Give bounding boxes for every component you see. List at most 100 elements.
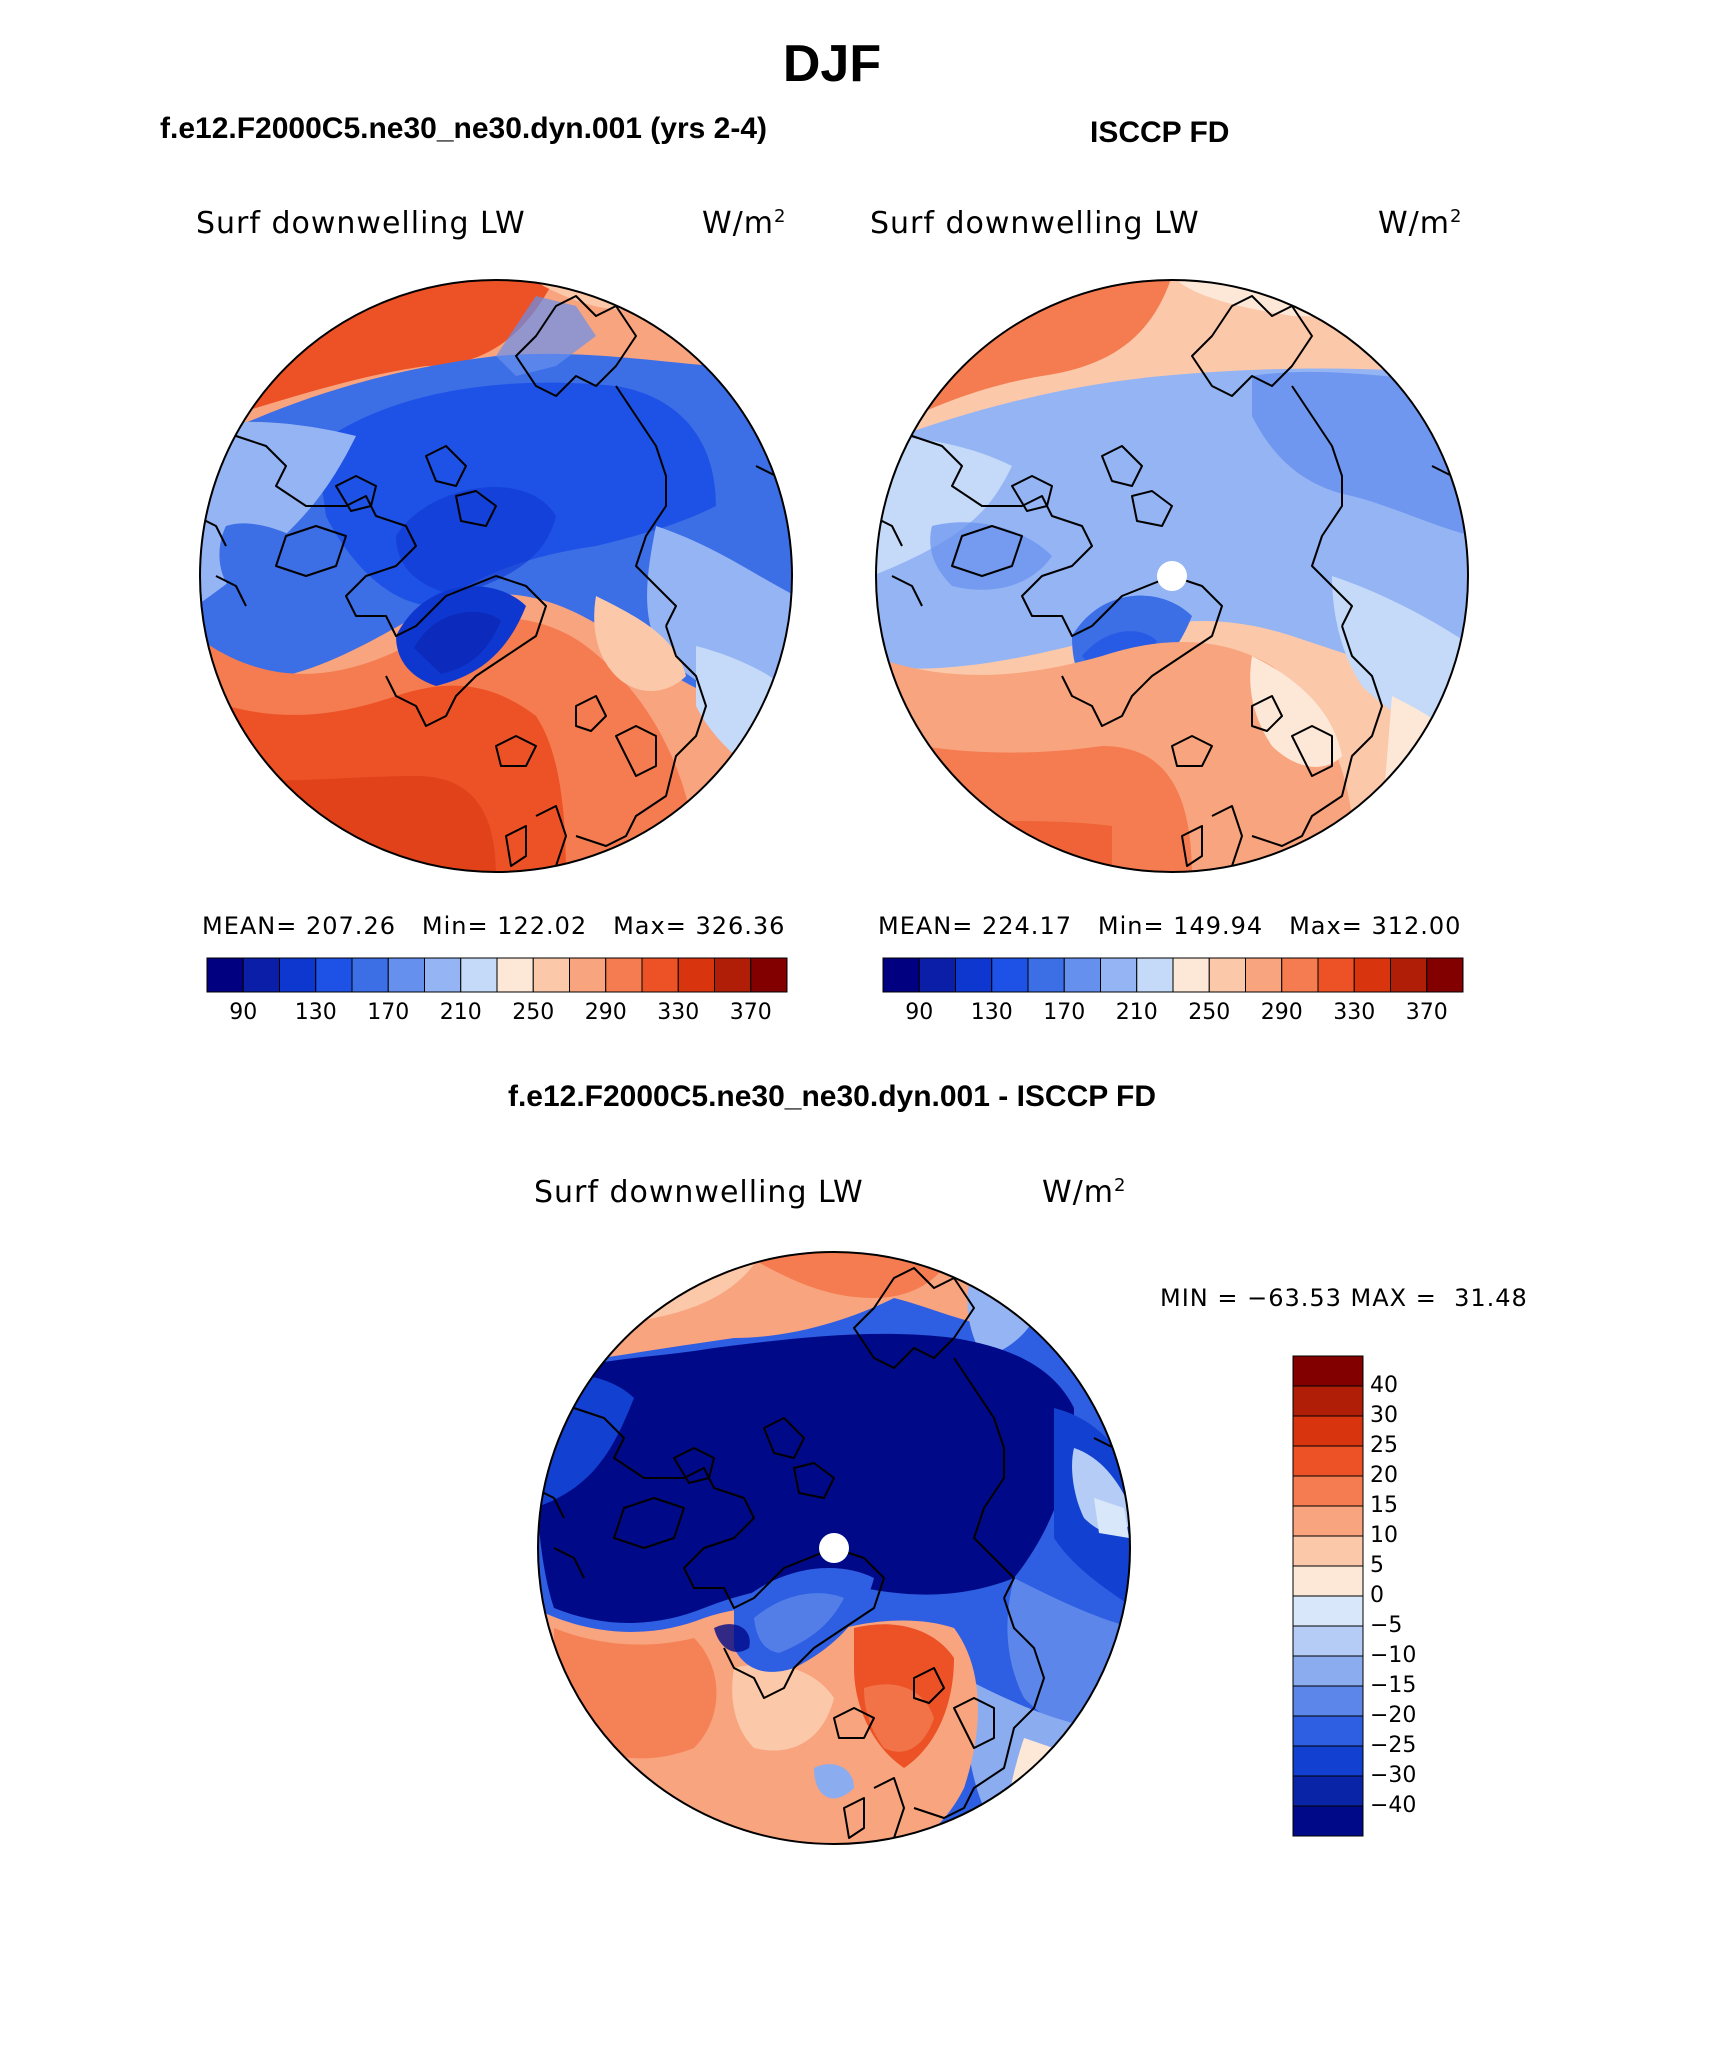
panel-model-colorbar-swatch: [315, 957, 353, 993]
panel-obs-colorbar-tick-label: 130: [970, 1000, 1013, 1025]
panel-model-colorbar-swatch: [677, 957, 715, 993]
panel-diff-colorbar-tick-label: 15: [1370, 1493, 1398, 1518]
panel-model-colorbar-swatch: [750, 957, 788, 993]
panel-diff-colorbar-tick-label: 0: [1370, 1583, 1384, 1608]
panel-obs-colorbar-tick-label: 290: [1260, 1000, 1303, 1025]
panel-obs-colorbar: [882, 957, 1464, 993]
panel-diff-units-label: W/m2: [1042, 1175, 1127, 1210]
panel-diff-colorbar-tick-label: −10: [1370, 1643, 1417, 1668]
panel-obs-colorbar-tick-label: 90: [905, 1000, 934, 1025]
panel-diff-colorbar-swatch: [1292, 1505, 1364, 1537]
panel-model-colorbar-tick-label: 250: [512, 1000, 555, 1025]
panel-diff-colorbar-tick-label: −40: [1370, 1793, 1417, 1818]
panel-diff-colorbar-tick-label: 25: [1370, 1433, 1398, 1458]
panel-model-colorbar-swatch: [242, 957, 280, 993]
panel-diff-colorbar-swatch: [1292, 1745, 1364, 1777]
panel-obs-colorbar-labels: 90 130 170 210 250 290 330 370: [883, 1000, 1463, 1030]
panel-diff-colorbar-swatch: [1292, 1445, 1364, 1477]
panel-diff-colorbar-swatch: [1292, 1355, 1364, 1387]
panel-diff-colorbar-tick-label: 40: [1370, 1373, 1398, 1398]
panel-obs-colorbar-tick-label: 330: [1333, 1000, 1376, 1025]
panel-model-colorbar-labels: 90 130 170 210 250 290 330 370: [207, 1000, 787, 1030]
panel-model-colorbar-swatch: [279, 957, 317, 993]
panel-diff-colorbar-swatch: [1292, 1565, 1364, 1597]
panel-obs-case-title: ISCCP FD: [1090, 116, 1230, 149]
panel-model-colorbar-swatch: [206, 957, 244, 993]
panel-obs-colorbar-swatch: [1172, 957, 1210, 993]
panel-model-colorbar-swatch: [532, 957, 570, 993]
panel-diff-polar-map: [537, 1251, 1131, 1845]
panel-obs-polar-map: [875, 279, 1469, 873]
panel-model-colorbar-tick-label: 210: [439, 1000, 482, 1025]
panel-diff-colorbar-tick-label: −5: [1370, 1613, 1403, 1638]
panel-obs-colorbar-swatch: [1063, 957, 1101, 993]
panel-diff-colorbar-tick-label: −20: [1370, 1703, 1417, 1728]
panel-obs-colorbar-swatch: [1136, 957, 1174, 993]
panel-obs-stats: MEAN= 224.17 Min= 149.94 Max= 312.00: [878, 912, 1462, 940]
panel-model-colorbar-swatch: [387, 957, 425, 993]
panel-model-colorbar-swatch: [714, 957, 752, 993]
panel-model-colorbar-swatch: [424, 957, 462, 993]
panel-diff-pole-mask: [819, 1533, 849, 1563]
panel-model-colorbar-tick-label: 330: [657, 1000, 700, 1025]
panel-diff-stats: MIN = −63.53 MAX = 31.48: [1160, 1284, 1528, 1312]
panel-model-colorbar-tick-label: 90: [229, 1000, 258, 1025]
panel-model-units-label: W/m2: [702, 206, 787, 241]
panel-model-stats: MEAN= 207.26 Min= 122.02 Max= 326.36: [202, 912, 786, 940]
panel-diff-colorbar-labels: 40 30 25 20 15 10 5 0 −5 −10 −15 −20 −25 −30 −40: [1370, 1356, 1460, 1836]
panel-diff-variable-label: Surf downwelling LW: [534, 1175, 864, 1210]
panel-model-colorbar-swatch: [496, 957, 534, 993]
panel-obs-colorbar-swatch: [1281, 957, 1319, 993]
panel-model-colorbar-tick-label: 290: [584, 1000, 627, 1025]
panel-diff-colorbar-swatch: [1292, 1775, 1364, 1807]
panel-diff-colorbar-swatch: [1292, 1715, 1364, 1747]
panel-diff-colorbar-tick-label: 30: [1370, 1403, 1398, 1428]
panel-obs-colorbar-swatch: [1353, 957, 1391, 993]
panel-diff-colorbar-tick-label: −30: [1370, 1763, 1417, 1788]
panel-obs-colorbar-swatch: [882, 957, 920, 993]
panel-obs-colorbar-tick-label: 250: [1188, 1000, 1231, 1025]
panel-diff-colorbar-tick-label: 20: [1370, 1463, 1398, 1488]
panel-diff-case-title: f.e12.F2000C5.ne30_ne30.dyn.001 - ISCCP …: [507, 1080, 1157, 1113]
panel-model-colorbar-swatch: [569, 957, 607, 993]
panel-model-colorbar-tick-label: 170: [367, 1000, 410, 1025]
panel-diff-colorbar-swatch: [1292, 1655, 1364, 1687]
panel-obs-colorbar-swatch: [991, 957, 1029, 993]
panel-model-colorbar-tick-label: 130: [294, 1000, 337, 1025]
panel-diff-colorbar-tick-label: −15: [1370, 1673, 1417, 1698]
panel-obs-colorbar-tick-label: 210: [1115, 1000, 1158, 1025]
panel-diff-colorbar-swatch: [1292, 1475, 1364, 1507]
panel-diff-colorbar-swatch: [1292, 1685, 1364, 1717]
panel-obs-colorbar-swatch: [1208, 957, 1246, 993]
panel-obs-colorbar-swatch: [1027, 957, 1065, 993]
panel-obs-colorbar-tick-label: 370: [1405, 1000, 1448, 1025]
panel-diff-colorbar-tick-label: 10: [1370, 1523, 1398, 1548]
panel-model-variable-label: Surf downwelling LW: [196, 206, 526, 241]
panel-obs-units-label: W/m2: [1378, 206, 1463, 241]
figure-title: DJF: [782, 35, 882, 93]
panel-model-colorbar-swatch: [351, 957, 389, 993]
panel-diff-colorbar-swatch: [1292, 1625, 1364, 1657]
panel-diff-colorbar-swatch: [1292, 1535, 1364, 1567]
panel-model-colorbar-tick-label: 370: [729, 1000, 772, 1025]
panel-diff-colorbar-tick-label: −25: [1370, 1733, 1417, 1758]
panel-model-case-title: f.e12.F2000C5.ne30_ne30.dyn.001 (yrs 2-4…: [160, 112, 768, 145]
panel-obs-colorbar-swatch: [918, 957, 956, 993]
panel-obs-colorbar-swatch: [955, 957, 993, 993]
panel-diff-colorbar-tick-label: 5: [1370, 1553, 1384, 1578]
panel-model-colorbar-swatch: [605, 957, 643, 993]
panel-obs-variable-label: Surf downwelling LW: [870, 206, 1200, 241]
panel-obs-colorbar-swatch: [1245, 957, 1283, 993]
panel-diff-colorbar: [1292, 1355, 1364, 1837]
panel-model-colorbar-swatch: [460, 957, 498, 993]
panel-diff-colorbar-swatch: [1292, 1805, 1364, 1837]
panel-obs-colorbar-swatch: [1426, 957, 1464, 993]
panel-obs-pole-mask: [1157, 561, 1187, 591]
panel-model-colorbar: [206, 957, 788, 993]
panel-obs-colorbar-swatch: [1317, 957, 1355, 993]
panel-diff-colorbar-swatch: [1292, 1595, 1364, 1627]
panel-diff-colorbar-swatch: [1292, 1385, 1364, 1417]
panel-obs-colorbar-swatch: [1100, 957, 1138, 993]
panel-diff-colorbar-swatch: [1292, 1415, 1364, 1447]
panel-obs-colorbar-swatch: [1390, 957, 1428, 993]
